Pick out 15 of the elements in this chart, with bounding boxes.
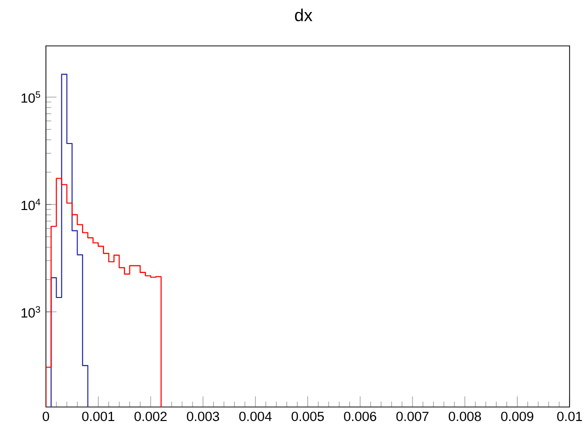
x-tick-label: 0.003 bbox=[186, 412, 220, 422]
x-tick-label: 0.01 bbox=[557, 412, 582, 422]
y-tick-label: 10$^{4}$ bbox=[22, 199, 40, 210]
x-tick-label: 0.004 bbox=[239, 412, 272, 422]
y-tick-label: 10$^{3}$ bbox=[22, 306, 40, 318]
x-tick-label: 0 bbox=[42, 412, 50, 422]
x-tick-label: 0.002 bbox=[134, 412, 167, 422]
chart-title: dx bbox=[295, 8, 312, 22]
x-tick-label: 0.008 bbox=[448, 412, 481, 422]
x-tick-label: 0.009 bbox=[501, 412, 534, 422]
x-tick-label: 0.001 bbox=[82, 412, 114, 422]
x-tick-label: 0.006 bbox=[344, 412, 376, 422]
x-tick-label: 0.005 bbox=[292, 412, 324, 422]
y-tick-label: 10$^{5}$ bbox=[22, 92, 40, 103]
x-tick-label: 0.007 bbox=[396, 412, 428, 422]
